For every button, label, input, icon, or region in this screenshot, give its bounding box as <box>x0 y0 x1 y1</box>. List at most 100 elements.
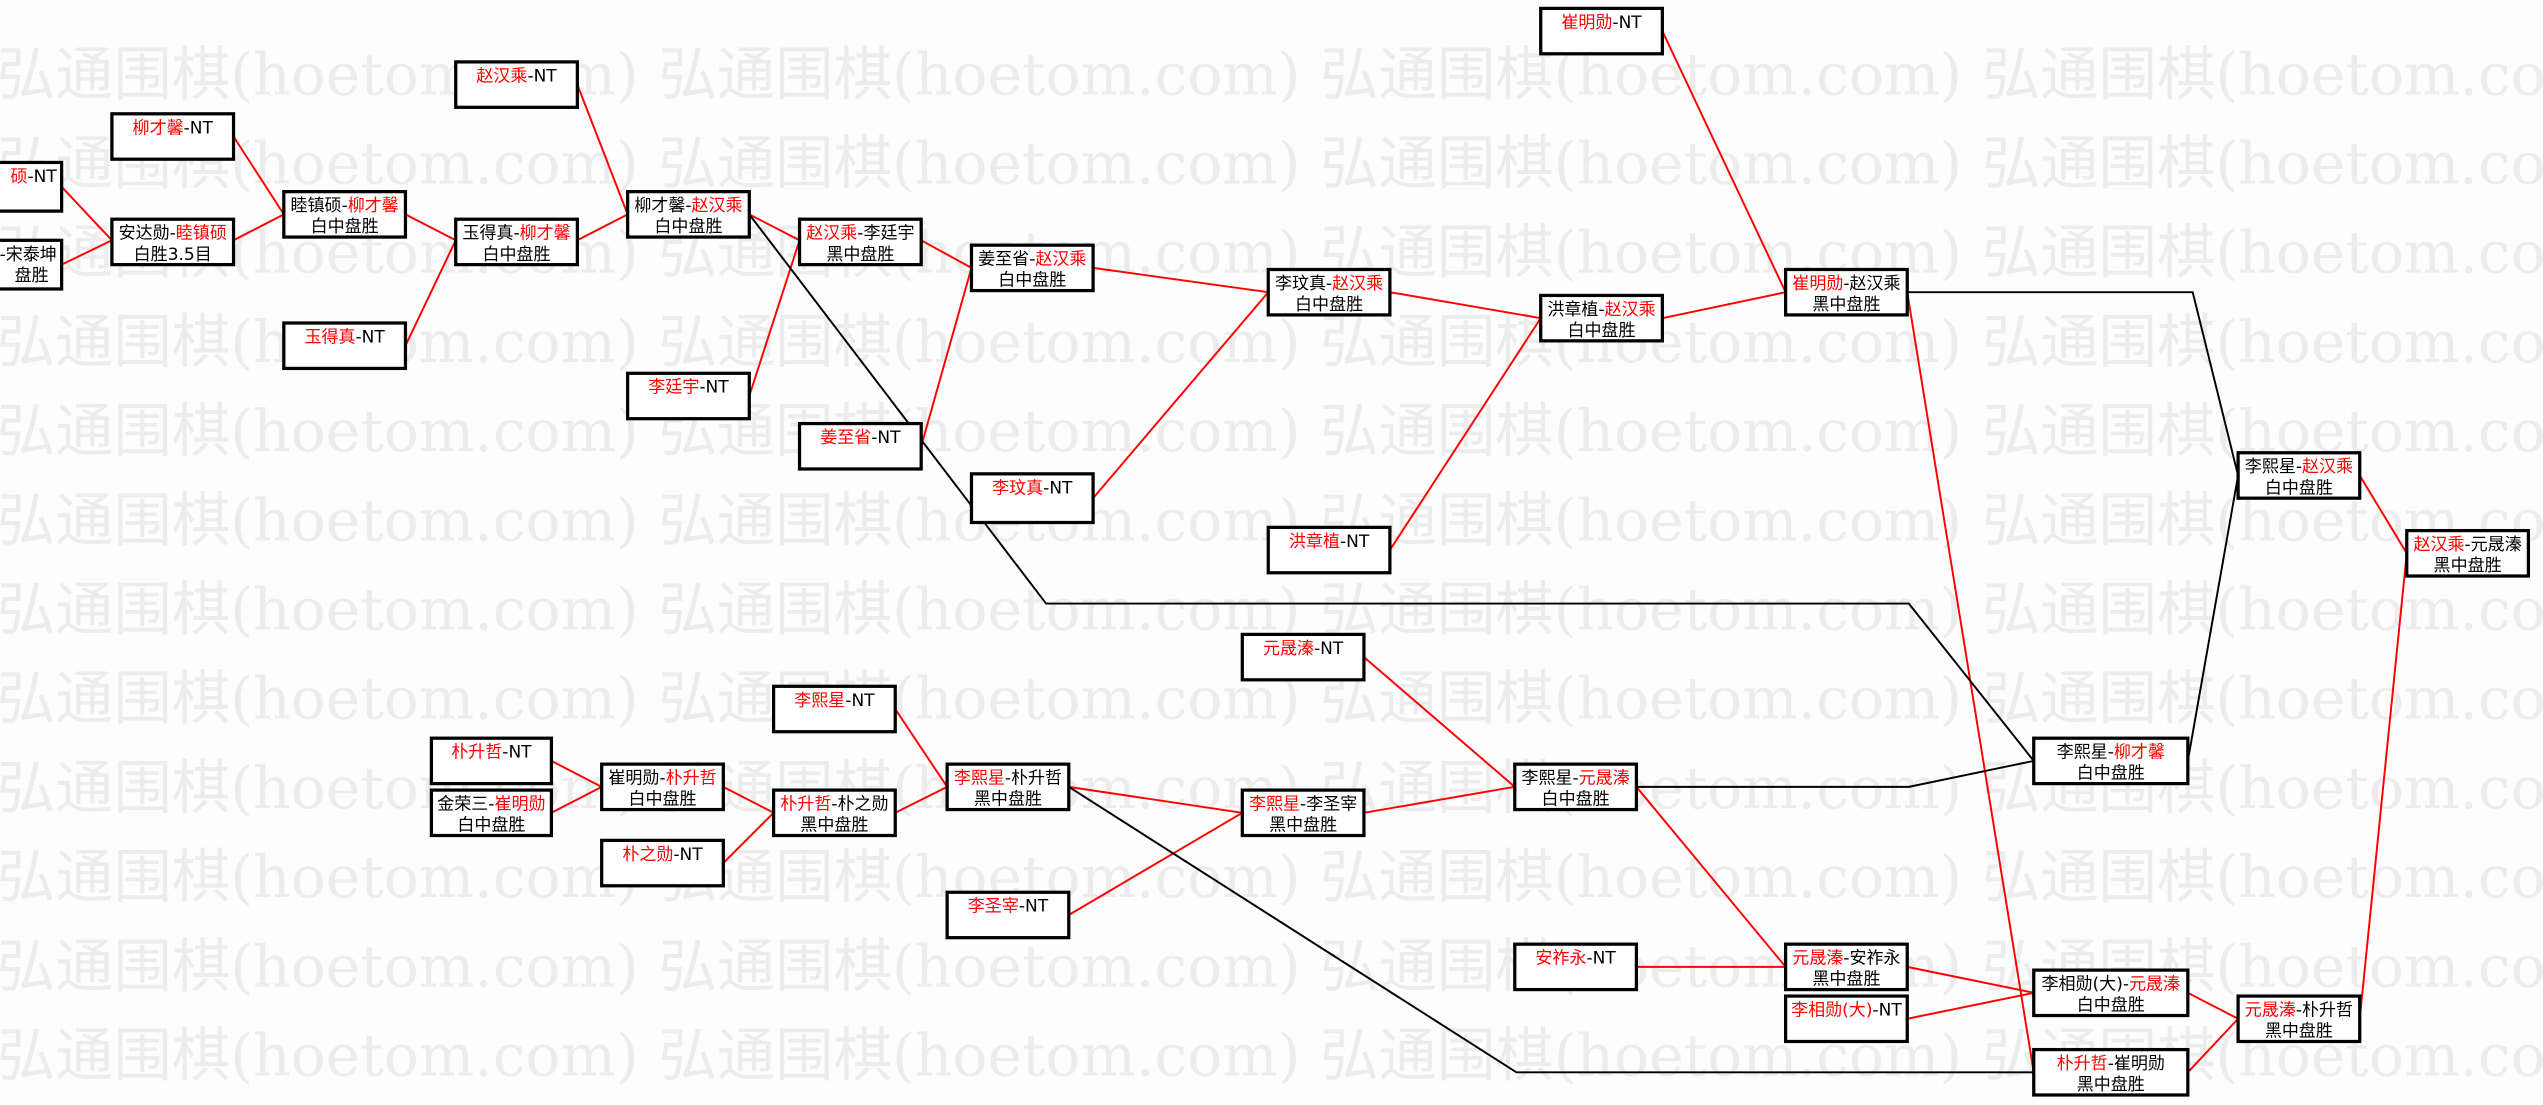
match-box[interactable]: 元晟溱-NT <box>1240 632 1366 682</box>
match-box-border <box>1266 525 1392 575</box>
match-box-border <box>600 762 725 812</box>
watermark-text: 弘通围棋(hoetom.com) <box>0 576 639 644</box>
match-box[interactable]: 柳才馨-NT <box>110 112 236 161</box>
winner-connector-line <box>1635 786 1787 968</box>
separator: - <box>1300 795 1306 815</box>
player-1: 玉得真 <box>462 224 513 244</box>
player-2: 柳才馨 <box>348 196 399 216</box>
match-box[interactable]: 姜至省-NT <box>797 421 923 471</box>
player-2: 李圣宰 <box>1306 795 1357 815</box>
winner-connector-line <box>1363 656 1516 788</box>
match-players: 崔明勋-NT <box>1561 13 1642 33</box>
match-players: 李相勋(大)-元晟溱 <box>2042 975 2181 995</box>
match-box[interactable]: 赵汉乘-NT <box>454 60 579 109</box>
match-box-border <box>1513 942 1639 992</box>
match-players: -宋泰坤 <box>0 245 57 265</box>
winner-connector-line <box>894 708 948 788</box>
separator: - <box>356 327 362 347</box>
player-1: 洪章植 <box>1289 532 1340 552</box>
nt-label: NT <box>1879 1001 1903 1021</box>
separator: - <box>2296 1001 2302 1021</box>
match-result: 黑中盘胜 <box>1269 816 1337 836</box>
match-box[interactable]: 李熙星-NT <box>771 684 897 734</box>
separator: - <box>1326 274 1332 294</box>
match-box[interactable]: 李圣宰-NT <box>945 890 1071 940</box>
player-2: 睦镇硕 <box>176 224 227 244</box>
winner-connector-line <box>1389 291 1541 320</box>
player-2: 宋泰坤 <box>6 245 57 265</box>
match-box-border <box>2405 528 2531 578</box>
match-box[interactable]: 洪章植-NT <box>1266 525 1392 575</box>
watermark-text: 弘通围棋(hoetom.com) <box>658 932 1300 1000</box>
separator: - <box>527 66 533 86</box>
match-players: 玉得真-NT <box>304 327 385 347</box>
match-players: 李熙星-李圣宰 <box>1249 795 1357 815</box>
match-box[interactable]: 安祚永-NT <box>1513 942 1639 992</box>
match-box-border <box>945 762 1071 812</box>
watermark-text: 弘通围棋(hoetom.com) <box>658 308 1300 376</box>
match-box[interactable]: 朴之勋-NT <box>600 838 725 888</box>
match-players: 李廷宇-NT <box>648 378 729 398</box>
match-box-border <box>2032 968 2190 1018</box>
watermark-text: 弘通围棋(hoetom.com) <box>1320 397 1962 465</box>
player-2: 赵汉乘 <box>692 196 743 216</box>
winner-connector-line <box>722 812 775 864</box>
match-players: 赵汉乘-李廷宇 <box>806 224 914 244</box>
player-2: 朴升哲 <box>666 769 717 789</box>
match-players: 姜至省-赵汉乘 <box>978 250 1086 270</box>
winner-connector-line <box>920 267 973 447</box>
separator: - <box>27 167 33 187</box>
match-box[interactable]: 朴升哲-NT <box>429 736 554 786</box>
match-result: 白中盘胜 <box>483 245 551 265</box>
match-result: 黑中盘胜 <box>2265 1022 2333 1042</box>
watermark-text: 弘通围棋(hoetom.com) <box>1982 576 2543 644</box>
match-players: 李圣宰-NT <box>968 897 1049 917</box>
watermark-text: 弘通围棋(hoetom.com) <box>0 486 639 554</box>
match-box[interactable]: 硕-NT <box>0 160 64 213</box>
separator: - <box>1586 949 1592 969</box>
connector-line <box>1636 759 2034 788</box>
match-box[interactable]: 崔明勋-NT <box>1539 6 1664 56</box>
match-box[interactable]: 玉得真-NT <box>282 321 408 371</box>
match-box[interactable]: 李相勋(大)-NT <box>1783 994 1909 1044</box>
match-box-border <box>0 160 64 213</box>
match-result: 黑中盘胜 <box>2077 1075 2145 1095</box>
match-box-border <box>429 736 554 786</box>
match-box[interactable]: 李玟真-NT <box>969 472 1095 525</box>
match-box-border <box>110 112 236 161</box>
match-box-border <box>797 421 923 471</box>
match-players: 崔明勋-赵汉乘 <box>1792 274 1900 294</box>
winner-connector-line <box>1068 785 1243 814</box>
match-players: 李熙星-元晟溱 <box>1521 769 1629 789</box>
nt-label: NT <box>1025 897 1049 917</box>
player-1: 金荣三 <box>437 795 488 815</box>
match-players: 李熙星-NT <box>794 691 875 711</box>
watermark-text: 弘通围棋(hoetom.com) <box>1320 754 1962 822</box>
player-1: 赵汉乘 <box>476 66 527 86</box>
match-box[interactable]: 李廷宇-NT <box>626 371 751 421</box>
